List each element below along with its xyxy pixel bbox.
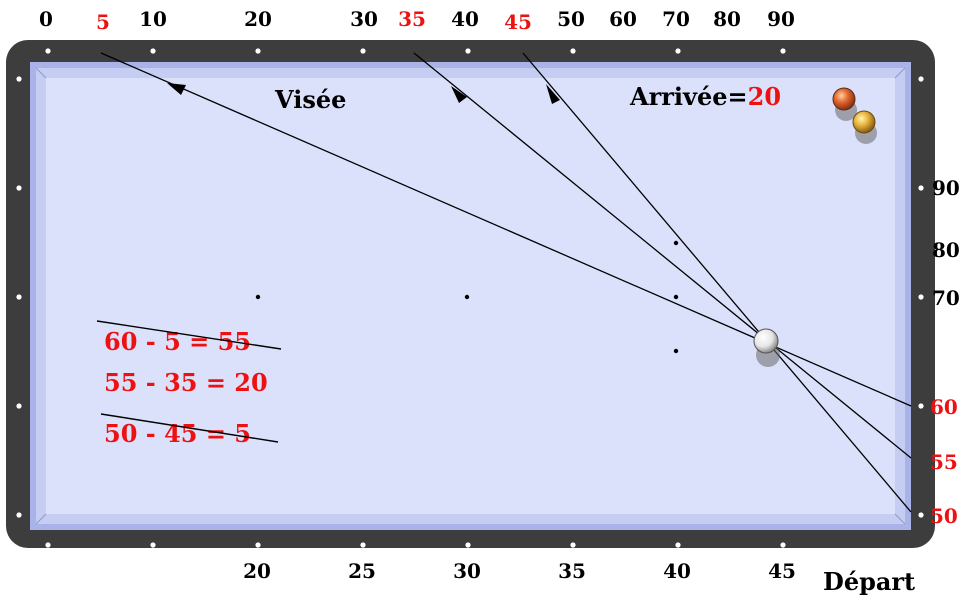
bottom-label-30: 30: [453, 559, 481, 583]
cloth-dot: [673, 348, 679, 354]
diamond-left-2: [16, 185, 22, 191]
calc-line-1: 60 - 5 = 55: [104, 327, 251, 356]
top-label-40: 40: [451, 7, 479, 31]
bottom-label-35: 35: [558, 559, 586, 583]
top-label-20: 20: [244, 7, 272, 31]
cue-ball: [753, 328, 779, 354]
calc-line-1-strike: [96, 320, 282, 350]
cloth-dot: [464, 294, 470, 300]
top-label-45: 45: [504, 10, 532, 34]
right-label-60: 60: [930, 395, 958, 419]
arrowhead-35: [451, 86, 467, 103]
top-label-50: 50: [557, 7, 585, 31]
arrowheads: [167, 83, 560, 104]
cloth-dot: [255, 294, 261, 300]
top-label-0: 0: [39, 7, 53, 31]
diamond-top-1: [45, 48, 51, 54]
diamond-left-4: [16, 403, 22, 409]
right-label-55: 55: [930, 450, 958, 474]
diamond-left-3: [16, 294, 22, 300]
top-label-80: 80: [713, 7, 741, 31]
calculations: 60 - 5 = 55 55 - 35 = 20 50 - 45 = 5: [96, 320, 282, 448]
diamond-right-3: [918, 294, 924, 300]
diamond-top-4: [360, 48, 366, 54]
diamond-bottom-7: [675, 542, 681, 548]
top-label-70: 70: [662, 7, 690, 31]
right-label-80: 80: [932, 238, 960, 262]
diamond-left-5: [16, 512, 22, 518]
diamond-bottom-8: [780, 542, 786, 548]
calc-line-3: 50 - 45 = 5: [104, 419, 251, 448]
visee-label: Visée: [274, 85, 346, 114]
top-label-10: 10: [139, 7, 167, 31]
depart-label: Départ: [823, 567, 915, 596]
top-label-35: 35: [398, 7, 426, 31]
calc-line-2: 55 - 35 = 20: [104, 368, 268, 397]
diamond-top-7: [675, 48, 681, 54]
diamond-right-5: [918, 512, 924, 518]
table-cloth: [46, 78, 895, 514]
right-label-70: 70: [932, 286, 960, 310]
right-label-90: 90: [932, 176, 960, 200]
diamond-right-2: [918, 185, 924, 191]
diamond-right-1: [918, 76, 924, 82]
diamond-top-8: [780, 48, 786, 54]
diamond-left-1: [16, 76, 22, 82]
diamond-bottom-1: [45, 542, 51, 548]
top-label-60: 60: [609, 7, 637, 31]
diamond-bottom-6: [570, 542, 576, 548]
right-scale: 90 80 70 60 55 50: [930, 176, 960, 528]
arrowhead-visee: [167, 83, 186, 95]
top-label-30: 30: [350, 7, 378, 31]
diamond-bottom-2: [150, 542, 156, 548]
object-ball-yellow: [852, 110, 876, 134]
bottom-label-25: 25: [348, 559, 376, 583]
diamond-bottom-5: [465, 542, 471, 548]
diamond-top-2: [150, 48, 156, 54]
bottom-label-45: 45: [768, 559, 796, 583]
trajectory-50-to-45: [522, 52, 912, 513]
bottom-label-20: 20: [243, 559, 271, 583]
diamond-top-3: [255, 48, 261, 54]
bottom-label-40: 40: [663, 559, 691, 583]
top-scale: 0 5 10 20 30 35 40 45 50 60 70 80 90: [39, 7, 795, 34]
balls: [753, 87, 877, 367]
arrivee-label: Arrivée=20: [629, 82, 781, 111]
rail-diamonds: [16, 48, 924, 548]
diamond-right-4: [918, 403, 924, 409]
cloth-dot: [673, 294, 679, 300]
top-label-5: 5: [96, 10, 110, 34]
object-ball-red: [832, 87, 856, 111]
bottom-scale: 20 25 30 35 40 45: [243, 559, 796, 583]
arrowhead-45: [546, 84, 560, 104]
calc-line-3-strike: [100, 413, 279, 443]
diamond-top-5: [465, 48, 471, 54]
diamond-top-6: [570, 48, 576, 54]
trajectory-55-to-35: [413, 52, 912, 459]
cloth-dot: [673, 240, 679, 246]
top-label-90: 90: [767, 7, 795, 31]
diamond-bottom-4: [360, 542, 366, 548]
cloth-reference-dots: [255, 240, 679, 354]
diamond-bottom-3: [255, 542, 261, 548]
right-label-50: 50: [930, 504, 958, 528]
